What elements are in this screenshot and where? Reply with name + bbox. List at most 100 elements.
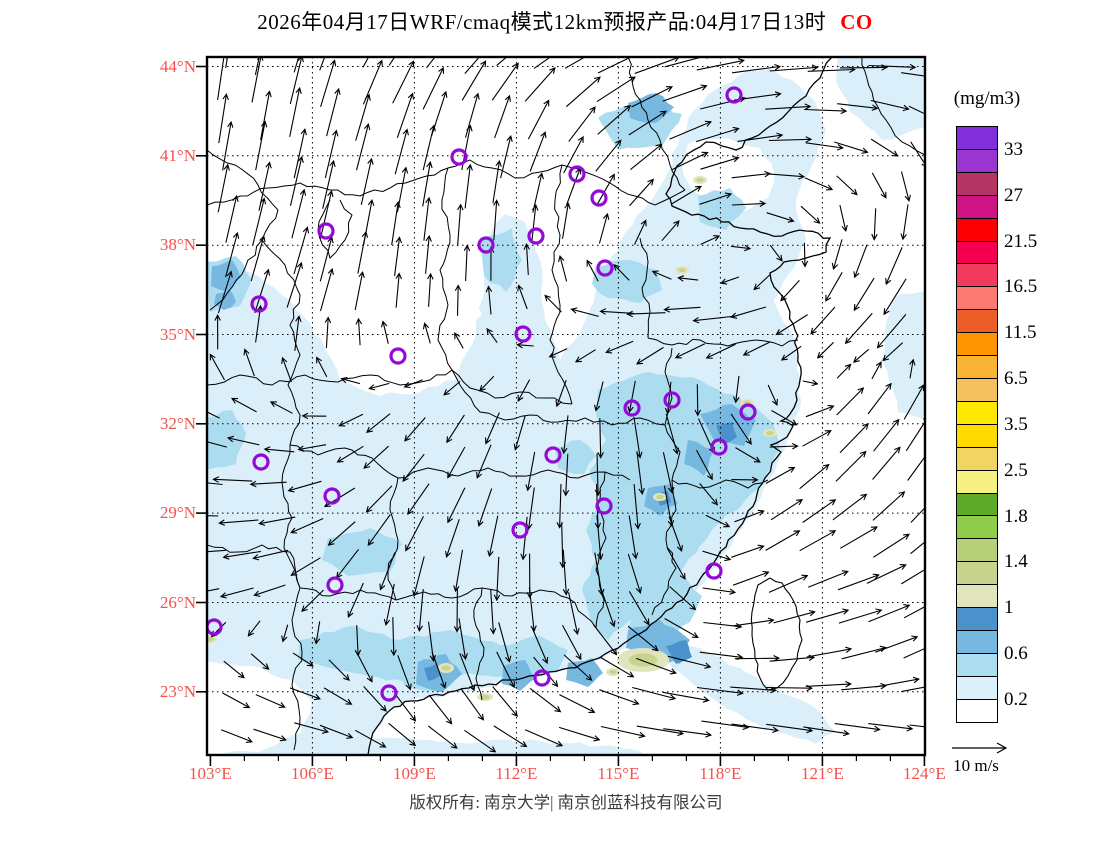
province-boundary [549, 164, 573, 405]
wind-vector [405, 516, 424, 552]
province-boundary [261, 239, 301, 446]
wind-vector [493, 725, 528, 748]
wind-vector [217, 270, 233, 314]
wind-vector [804, 177, 834, 191]
wind-vector [485, 285, 493, 315]
wind-vector [696, 58, 745, 71]
wind-vector [702, 587, 737, 595]
legend-color-swatch [956, 286, 998, 311]
wind-vector [220, 729, 253, 743]
wind-vector [214, 314, 221, 350]
wind-vector [594, 453, 602, 497]
wind-vector [431, 90, 448, 136]
wind-vector [664, 381, 672, 415]
wind-vector [218, 93, 229, 144]
wind-vector [765, 466, 796, 484]
city-marker [705, 562, 723, 580]
wind-vector [431, 651, 447, 689]
wind-vector [628, 110, 667, 136]
wind-vector [696, 449, 713, 481]
wind-vector [674, 343, 706, 359]
city-marker [252, 453, 270, 471]
map-layers [207, 57, 925, 755]
wind-vector [596, 76, 636, 103]
wind-vector [388, 722, 417, 747]
wind-vector [633, 484, 641, 530]
wind-vector [397, 655, 412, 691]
wind-vector [692, 315, 737, 324]
legend-tick-label: 16.5 [1004, 276, 1038, 298]
wind-vector [338, 413, 364, 427]
wind-vector [319, 57, 326, 71]
wind-vector [289, 86, 302, 137]
wind-vector [586, 259, 599, 282]
wind-vector [254, 57, 260, 76]
wind-vector [464, 57, 481, 74]
wind-vector [700, 235, 721, 245]
wind-vector [326, 87, 341, 137]
wind-vector [447, 446, 466, 479]
wind-vector [883, 278, 907, 316]
wind-vector [836, 175, 858, 196]
wind-vector [319, 267, 334, 312]
co-fill-pale [836, 57, 925, 140]
wind-vector [873, 533, 911, 558]
wind-vector [328, 659, 350, 681]
legend-color-swatch [956, 240, 998, 265]
wind-vector [492, 686, 518, 718]
wind-scale-label: 10 m/s [953, 756, 999, 775]
wind-vector [768, 136, 813, 143]
wind-vector [705, 514, 731, 528]
wind-vector [476, 444, 492, 479]
wind-vector [324, 129, 339, 179]
lon-tick-label: 106°E [291, 764, 334, 783]
wind-vector [733, 570, 770, 586]
lat-tick-label: 44°N [159, 56, 196, 76]
wind-vector [212, 476, 253, 483]
wind-vector [544, 294, 562, 313]
wind-vector [524, 66, 556, 102]
legend-color-swatch [956, 492, 998, 517]
wind-vector [816, 341, 834, 359]
wind-vector [219, 587, 254, 599]
wind-vector [627, 625, 659, 652]
wind-vector [491, 62, 519, 101]
wind-vector [837, 103, 879, 111]
wind-vector [694, 384, 701, 417]
wind-vector [910, 541, 925, 555]
wind-vector [662, 452, 675, 494]
wind-vector [596, 515, 604, 561]
wind-vector [900, 204, 909, 241]
wind-vector [806, 646, 853, 658]
wind-vector [696, 686, 744, 696]
co-fill-steel [424, 664, 440, 681]
co-hotspot-core [609, 669, 617, 675]
co-fill-pale [298, 737, 642, 755]
wind-vector [427, 725, 458, 749]
wind-vector [769, 654, 816, 662]
map-border [205, 55, 927, 757]
wind-vector [354, 729, 387, 748]
wind-vector [636, 657, 677, 675]
wind-vector [875, 676, 920, 688]
wind-vector [663, 728, 713, 738]
wind-vector [225, 231, 240, 278]
wind-vector [734, 509, 765, 523]
wind-vector [626, 310, 666, 318]
wind-vector [464, 92, 480, 138]
wind-vector [313, 621, 321, 645]
city-marker [380, 684, 398, 702]
wind-vector [422, 66, 445, 110]
wind-vector [669, 586, 697, 611]
wind-vector [327, 521, 356, 546]
legend-color-swatch [956, 355, 998, 379]
wind-vector [773, 609, 816, 624]
legend-tick-label: 1 [1004, 597, 1014, 619]
wind-vector [872, 491, 906, 521]
wind-vector [900, 171, 911, 202]
co-fill-dark [628, 93, 674, 123]
wind-vector [671, 185, 703, 205]
wind-vector [459, 653, 476, 692]
wind-vector [635, 346, 664, 365]
